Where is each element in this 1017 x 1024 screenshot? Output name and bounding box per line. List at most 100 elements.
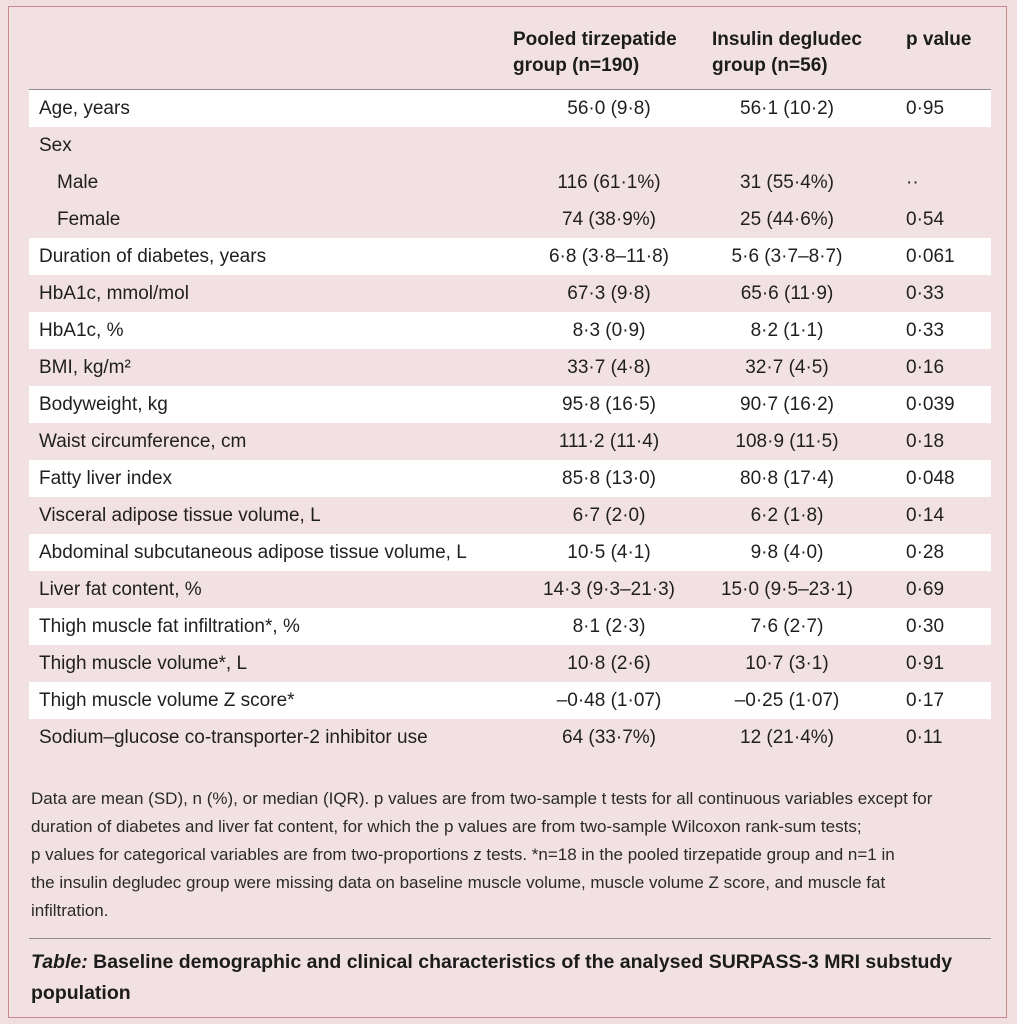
group1-value: 6·8 (3·8–11·8) xyxy=(548,246,670,267)
p-value: 0·30 xyxy=(906,616,945,637)
row-label: Thigh muscle fat infiltration*, % xyxy=(39,616,300,637)
row-label: HbA1c, mmol/mol xyxy=(39,283,189,304)
row-label: Visceral adipose tissue volume, L xyxy=(39,505,321,526)
table-row: Thigh muscle fat infiltration*, % 8·1 (2… xyxy=(29,608,991,645)
p-value: 0·95 xyxy=(906,98,945,119)
table-body: Age, years 56·0 (9·8) 56·1 (10·2) 0·95 S… xyxy=(29,90,991,756)
row-label: BMI, kg/m² xyxy=(39,357,131,378)
caption-prefix: Table: xyxy=(31,951,88,973)
table-row: Female 74 (38·9%) 25 (44·6%) 0·54 xyxy=(29,201,991,238)
table-row: Visceral adipose tissue volume, L 6·7 (2… xyxy=(29,497,991,534)
baseline-table: Pooled tirzepatide group (n=190) Insulin… xyxy=(29,21,991,756)
group2-value: 15·0 (9·5–23·1) xyxy=(720,579,854,600)
caption-line1: Table: Baseline demographic and clinical… xyxy=(31,947,993,978)
p-value: 0·33 xyxy=(906,283,945,304)
caption-text: Baseline demographic and clinical charac… xyxy=(93,951,953,973)
group1-value: 10·5 (4·1) xyxy=(567,542,651,563)
header-pvalue-label: p value xyxy=(906,29,972,50)
group2-value: 25 (44·6%) xyxy=(740,209,834,230)
p-value: 0·16 xyxy=(906,357,945,378)
group2-value: 90·7 (16·2) xyxy=(740,394,834,415)
footnote-line: the insulin degludec group were missing … xyxy=(31,873,886,892)
table-footnote: Data are mean (SD), n (%), or median (IQ… xyxy=(31,785,993,925)
header-group1: Pooled tirzepatide group (n=190) xyxy=(513,27,677,79)
group2-value: –0·25 (1·07) xyxy=(734,690,840,711)
p-value: 0·048 xyxy=(906,468,955,489)
caption-line2: population xyxy=(31,982,131,1004)
p-value: ·· xyxy=(906,172,919,193)
group2-value: 108·9 (11·5) xyxy=(735,431,839,452)
group1-value: 6·7 (2·0) xyxy=(572,505,646,526)
table-row: Thigh muscle volume Z score* –0·48 (1·07… xyxy=(29,682,991,719)
table-row: Thigh muscle volume*, L 10·8 (2·6) 10·7 … xyxy=(29,645,991,682)
group2-value: 7·6 (2·7) xyxy=(750,616,824,637)
header-group2: Insulin degludec group (n=56) xyxy=(712,27,862,79)
row-label: Sodium–glucose co-transporter-2 inhibito… xyxy=(39,727,428,748)
row-label: Fatty liver index xyxy=(39,468,173,489)
table-row: BMI, kg/m² 33·7 (4·8) 32·7 (4·5) 0·16 xyxy=(29,349,991,386)
group2-value: 80·8 (17·4) xyxy=(740,468,834,489)
row-label: Bodyweight, kg xyxy=(39,394,168,415)
group1-value: 116 (61·1%) xyxy=(557,172,661,193)
row-label: Abdominal subcutaneous adipose tissue vo… xyxy=(39,542,467,563)
header-group2-line1: Insulin degludec xyxy=(712,29,862,50)
group2-value: 65·6 (11·9) xyxy=(740,283,834,304)
header-group1-line1: Pooled tirzepatide xyxy=(513,29,677,50)
table-frame: Pooled tirzepatide group (n=190) Insulin… xyxy=(8,6,1007,1018)
header-pvalue: p value xyxy=(906,27,971,53)
p-value: 0·54 xyxy=(906,209,945,230)
footnote-line: duration of diabetes and liver fat conte… xyxy=(31,817,862,836)
caption-divider xyxy=(29,938,991,939)
group1-value: 33·7 (4·8) xyxy=(567,357,651,378)
footnote-line: p values for categorical variables are f… xyxy=(31,845,895,864)
p-value: 0·17 xyxy=(906,690,945,711)
row-label: Sex xyxy=(39,135,72,156)
p-value: 0·061 xyxy=(906,246,955,267)
row-label: Liver fat content, % xyxy=(39,579,202,600)
group1-value: 74 (38·9%) xyxy=(562,209,656,230)
table-row: Sodium–glucose co-transporter-2 inhibito… xyxy=(29,719,991,756)
row-label: Thigh muscle volume Z score* xyxy=(39,690,295,711)
group2-value: 6·2 (1·8) xyxy=(750,505,824,526)
table-caption: Table: Baseline demographic and clinical… xyxy=(31,947,993,1009)
group1-value: 85·8 (13·0) xyxy=(562,468,656,489)
table-row: Male 116 (61·1%) 31 (55·4%) ·· xyxy=(29,164,991,201)
table-header: Pooled tirzepatide group (n=190) Insulin… xyxy=(29,21,991,90)
row-label: Duration of diabetes, years xyxy=(39,246,267,267)
group1-value: 95·8 (16·5) xyxy=(562,394,656,415)
table-row: HbA1c, % 8·3 (0·9) 8·2 (1·1) 0·33 xyxy=(29,312,991,349)
row-label: Waist circumference, cm xyxy=(39,431,247,452)
table-row: Waist circumference, cm 111·2 (11·4) 108… xyxy=(29,423,991,460)
table-row: Age, years 56·0 (9·8) 56·1 (10·2) 0·95 xyxy=(29,90,991,127)
group2-value: 12 (21·4%) xyxy=(740,727,834,748)
p-value: 0·14 xyxy=(906,505,945,526)
header-group1-line2: group (n=190) xyxy=(513,55,640,76)
p-value: 0·18 xyxy=(906,431,945,452)
table-row: Bodyweight, kg 95·8 (16·5) 90·7 (16·2) 0… xyxy=(29,386,991,423)
group1-value: 10·8 (2·6) xyxy=(567,653,651,674)
table-row: Duration of diabetes, years 6·8 (3·8–11·… xyxy=(29,238,991,275)
row-label: Male xyxy=(57,172,99,193)
header-group2-line2: group (n=56) xyxy=(712,55,828,76)
table-row: Sex xyxy=(29,127,991,164)
table-row: Fatty liver index 85·8 (13·0) 80·8 (17·4… xyxy=(29,460,991,497)
table-row: Abdominal subcutaneous adipose tissue vo… xyxy=(29,534,991,571)
p-value: 0·11 xyxy=(906,727,943,748)
group1-value: 64 (33·7%) xyxy=(562,727,656,748)
group2-value: 32·7 (4·5) xyxy=(745,357,829,378)
row-label: HbA1c, % xyxy=(39,320,124,341)
group2-value: 31 (55·4%) xyxy=(740,172,834,193)
table-row: Liver fat content, % 14·3 (9·3–21·3) 15·… xyxy=(29,571,991,608)
p-value: 0·33 xyxy=(906,320,945,341)
group2-value: 5·6 (3·7–8·7) xyxy=(731,246,843,267)
group1-value: 14·3 (9·3–21·3) xyxy=(542,579,676,600)
group1-value: 67·3 (9·8) xyxy=(567,283,651,304)
group1-value: 8·3 (0·9) xyxy=(572,320,646,341)
p-value: 0·28 xyxy=(906,542,945,563)
group2-value: 8·2 (1·1) xyxy=(750,320,824,341)
table-row: HbA1c, mmol/mol 67·3 (9·8) 65·6 (11·9) 0… xyxy=(29,275,991,312)
group2-value: 9·8 (4·0) xyxy=(750,542,824,563)
group2-value: 56·1 (10·2) xyxy=(740,98,834,119)
p-value: 0·69 xyxy=(906,579,945,600)
group1-value: 111·2 (11·4) xyxy=(558,431,660,452)
